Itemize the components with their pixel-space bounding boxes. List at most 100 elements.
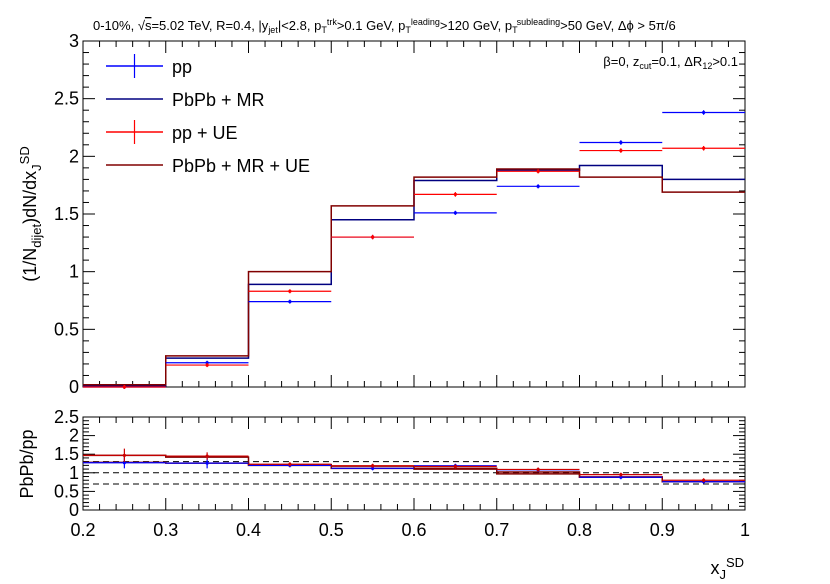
text-part: =5.02 TeV, R=0.4, |y xyxy=(151,18,268,33)
ratio-points-ue xyxy=(579,472,663,477)
series-pp-ue xyxy=(662,145,745,151)
text-part: |<2.8, p xyxy=(278,18,322,33)
series-pbpb-mr-ue xyxy=(83,168,745,386)
top-panel: 0 0.5 1 1.5 2 2.5 3 pp PbPb + MR pp + UE PbPb + MR… xyxy=(17,31,746,397)
text-part: cut xyxy=(639,61,652,71)
y-tick-label: 0.5 xyxy=(54,319,79,339)
series-pp xyxy=(579,140,663,145)
x-tick-label: 0.2 xyxy=(70,520,95,540)
ratio-panel: 0.2 0.3 0.4 0.5 0.6 0.7 0.8 0.9 100.511.522.5PbP… xyxy=(17,407,750,582)
point-marker xyxy=(702,110,706,115)
point-marker xyxy=(371,464,375,468)
series-pp xyxy=(248,299,332,304)
x-tick-label: 1 xyxy=(740,520,750,540)
text-part: >0.1 xyxy=(712,54,738,69)
text-part: 0-10%, xyxy=(93,18,138,33)
y-tick-label: 1 xyxy=(69,262,79,282)
text-part: >0.1 GeV, p xyxy=(337,18,406,33)
x-tick-label: 0.8 xyxy=(567,520,592,540)
ratio-points-ue xyxy=(662,478,745,483)
series-pp-ue xyxy=(248,289,332,294)
y-tick-label: 1.5 xyxy=(54,444,79,464)
text-part: =0.1, ΔR xyxy=(651,54,702,69)
text-part: 12 xyxy=(702,61,712,71)
text-part: trk xyxy=(327,17,337,27)
y-tick-label: 2.5 xyxy=(54,407,79,427)
ratio-points-ue xyxy=(414,464,497,469)
series-pp-ue xyxy=(165,363,249,368)
text-part: SD xyxy=(17,146,32,164)
legend: pp PbPb + MR pp + UE PbPb + MR + UE xyxy=(106,54,310,176)
y-tick-label: 0 xyxy=(69,500,79,520)
y-tick-label: 1 xyxy=(69,463,79,483)
point-marker xyxy=(122,461,126,465)
x-tick-label: 0.4 xyxy=(236,520,261,540)
ratio-points-ue xyxy=(165,452,249,460)
text-part: subleading xyxy=(517,17,561,27)
text-part: √ xyxy=(138,18,146,33)
point-marker xyxy=(619,140,623,145)
x-tick-label: 0.6 xyxy=(401,520,426,540)
series-pp-ue xyxy=(579,148,663,153)
series-pp-ue xyxy=(414,192,497,197)
ratio-y-axis-title: PbPb/pp xyxy=(17,429,37,498)
text-part: jet xyxy=(267,25,278,35)
point-marker xyxy=(619,475,623,479)
ratio-points-ue xyxy=(83,448,166,463)
ratio-points-ue xyxy=(496,467,580,472)
chart-header: 0-10%, √s=5.02 TeV, R=0.4, |yjet|<2.8, p… xyxy=(93,17,676,35)
point-marker xyxy=(205,361,209,365)
point-marker xyxy=(288,462,292,466)
y-tick-label: 2 xyxy=(69,426,79,446)
point-marker xyxy=(619,473,623,477)
point-marker xyxy=(536,184,540,188)
point-marker xyxy=(371,235,375,239)
point-marker xyxy=(536,169,540,173)
y-axis-title: (1/Ndijet)dN/dxJSD xyxy=(17,146,44,281)
series-pp xyxy=(662,110,745,115)
point-marker xyxy=(288,300,292,304)
y-tick-label: 2 xyxy=(69,146,79,166)
x-tick-label: 0.5 xyxy=(319,520,344,540)
point-marker xyxy=(371,466,375,470)
ratio-points-ue xyxy=(248,462,332,467)
series-pp xyxy=(496,184,580,189)
y-tick-label: 0.5 xyxy=(54,481,79,501)
point-marker xyxy=(288,289,292,293)
series-pp-ue xyxy=(83,385,166,389)
point-marker xyxy=(453,192,457,196)
point-marker xyxy=(702,478,706,482)
point-marker xyxy=(453,464,457,469)
y-tick-label: 2.5 xyxy=(54,89,79,109)
x-tick-label: 0.7 xyxy=(484,520,509,540)
x-tick-label: 0.9 xyxy=(650,520,675,540)
text-part: >50 GeV, Δϕ > 5π/6 xyxy=(560,18,676,33)
series-pp-ue xyxy=(331,234,414,240)
text-part: SD xyxy=(726,555,744,570)
point-marker xyxy=(536,467,540,472)
point-marker xyxy=(619,148,623,153)
point-marker xyxy=(205,363,209,367)
series-pp-ue xyxy=(496,169,580,174)
y-tick-label: 1.5 xyxy=(54,204,79,224)
series-pp xyxy=(414,210,497,215)
legend-label: PbPb + MR + UE xyxy=(172,156,310,176)
point-marker xyxy=(453,211,457,215)
x-axis-title: xJSD xyxy=(710,555,744,582)
point-marker xyxy=(122,453,126,457)
point-marker xyxy=(122,385,126,389)
text-part: (1/N xyxy=(20,248,40,282)
text-part: T xyxy=(405,25,411,35)
point-marker xyxy=(702,146,706,150)
text-part: T xyxy=(321,25,327,35)
text-part: J xyxy=(719,567,726,582)
text-part: J xyxy=(29,164,44,171)
text-part: β=0, z xyxy=(603,54,639,69)
x-tick-label: 0.3 xyxy=(153,520,178,540)
y-tick-label: 0 xyxy=(69,377,79,397)
point-marker xyxy=(205,454,209,458)
text-part: s xyxy=(145,18,152,33)
text-part: >120 GeV, p xyxy=(440,18,512,33)
text-part: )dN/dx xyxy=(20,171,40,224)
ratio-points-ue xyxy=(331,463,414,468)
